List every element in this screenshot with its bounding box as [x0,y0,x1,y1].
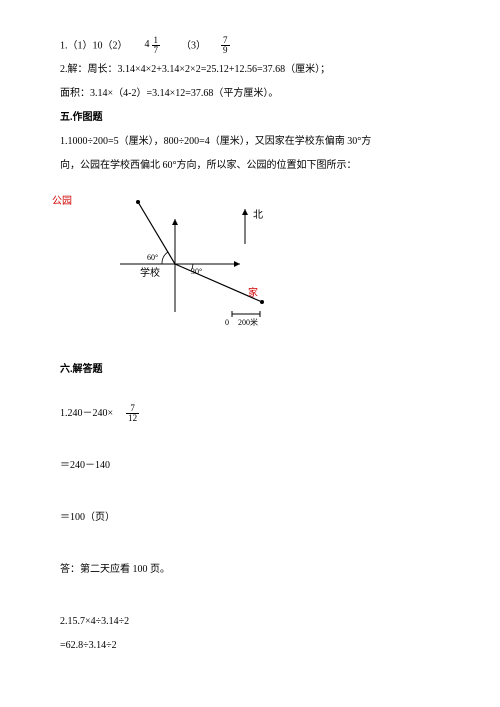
north-label: 北 [253,209,263,221]
problem-7-line-b: =62.8÷3.14÷2 [60,634,440,658]
origin-0: 0 [225,318,229,327]
problem-6-line-b: ＝240－140 [60,454,440,478]
school-label: 学校 [140,266,160,279]
text: （3） [181,40,206,51]
answer-line-3: 面积：3.14×（4-2）=3.14×12=37.68（平方厘米）。 [60,82,440,106]
home-label: 家 [248,286,258,299]
fraction-1: 17 [152,36,161,55]
mixed-int: 4 [145,33,150,57]
problem-6-line-a: 1.240－240× 712 [60,402,440,426]
problem-5-line-a: 1.1000÷200=5（厘米），800÷200=4（厘米），又因家在学校东偏南… [60,130,440,154]
text: 1.（1）10（2） [60,40,128,51]
fraction-2: 79 [221,36,230,55]
direction-diagram: 北 家 60° 30° 学校 0 200米 [90,184,440,344]
park-label: 公园 [52,190,72,214]
problem-5-line-b: 向，公园在学校西偏北 60°方向，所以家、公园的位置如下图所示： [60,154,440,178]
angle-30: 30° [191,267,202,276]
text: 1.240－240× [60,408,113,419]
fraction-3: 712 [126,404,139,423]
angle-60: 60° [147,253,158,262]
answer-line-1: 1.（1）10（2） 417 （3） 79 [60,34,440,58]
answer-line-2: 2.解：周长：3.14×4×2+3.14×2×2=25.12+12.56=37.… [60,58,440,82]
scale-label: 200米 [238,317,258,327]
problem-6-line-d: 答：第二天应看 100 页。 [60,558,440,582]
problem-7-line-a: 2.15.7×4÷3.14÷2 [60,610,440,634]
section-heading-6: 六.解答题 [60,358,440,382]
problem-6-line-c: ＝100（页） [60,506,440,530]
section-heading-5: 五.作图题 [60,106,440,130]
